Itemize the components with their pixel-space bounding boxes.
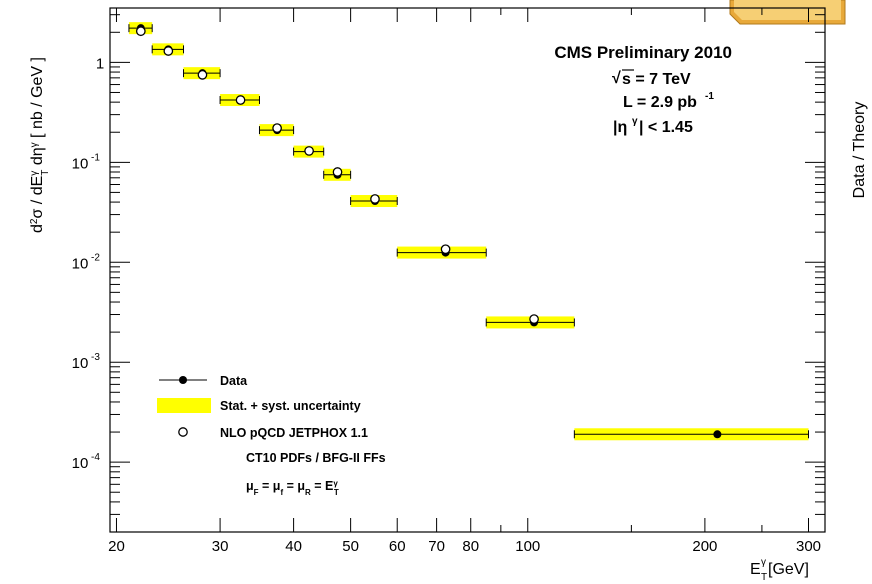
info-lumi: L = 2.9 pb -1 — [623, 91, 714, 111]
svg-text:-1: -1 — [705, 91, 714, 102]
theory-point — [235, 95, 246, 105]
data-point — [713, 430, 722, 439]
y-tick-exponent: -1 — [91, 152, 100, 163]
plot-frame — [109, 7, 826, 533]
theory-point — [304, 146, 314, 156]
y-tick-exponent: -4 — [91, 452, 100, 463]
info-eta: |η γ | < 1.45 — [613, 116, 693, 136]
svg-text:| < 1.45: | < 1.45 — [639, 119, 693, 136]
svg-text:s = 7 TeV: s = 7 TeV — [622, 71, 691, 88]
y-tick-label: 10 — [72, 155, 89, 172]
x-tick-label: 200 — [692, 538, 717, 555]
x-tick-label: 80 — [462, 538, 479, 555]
plot-frame-box — [109, 7, 826, 533]
info-title: CMS Preliminary 2010 — [554, 43, 732, 62]
svg-text:|η: |η — [613, 119, 627, 136]
x-tick-label: 40 — [285, 538, 302, 555]
legend-pdf: CT10 PDFs / BFG-II FFs — [246, 451, 386, 465]
theory-point — [197, 70, 208, 80]
y-tick-label: 10 — [72, 255, 89, 272]
svg-text:γ: γ — [761, 557, 766, 568]
x-tick-label: 50 — [342, 538, 359, 555]
theory-point — [332, 167, 343, 177]
x-tick-label: 20 — [108, 538, 125, 555]
svg-text:Stat. + syst. uncertainty: Stat. + syst. uncertainty — [220, 399, 361, 413]
right-axis-title: Data / Theory — [851, 102, 868, 199]
legend: Data Stat. + syst. uncertainty NLO pQCD … — [157, 374, 386, 497]
svg-text:Data: Data — [220, 374, 248, 388]
legend-scale: μF = μf = μR = Eγ T — [246, 479, 339, 497]
cms-badge-icon — [729, 0, 846, 25]
svg-text:L = 2.9 pb: L = 2.9 pb — [623, 94, 697, 111]
info-energy: √ s = 7 TeV — [612, 69, 691, 88]
y-tick-label: 10 — [72, 355, 89, 372]
theory-point — [272, 123, 282, 133]
x-tick-label: 100 — [515, 538, 540, 555]
svg-text:E: E — [750, 561, 761, 578]
x-tick-label: 60 — [389, 538, 406, 555]
y-tick-label: 10 — [72, 455, 89, 472]
y-tick-exponent: -2 — [91, 252, 100, 263]
x-tick-label: 300 — [796, 538, 821, 555]
svg-text:γ: γ — [632, 116, 638, 127]
theory-series — [135, 26, 539, 324]
theory-point — [370, 194, 380, 204]
x-axis-title: E γ T [GeV] — [750, 557, 809, 583]
svg-text:T: T — [761, 572, 767, 583]
theory-point — [440, 244, 451, 255]
theory-point — [163, 46, 174, 56]
svg-text:NLO pQCD JETPHOX 1.1: NLO pQCD JETPHOX 1.1 — [220, 426, 368, 440]
x-tick-label: 70 — [428, 538, 445, 555]
svg-text:μF = μf = μR = EγT: μF = μf = μR = Eγ T — [246, 479, 339, 497]
svg-text:[GeV]: [GeV] — [768, 561, 809, 578]
info-block: CMS Preliminary 2010 √ s = 7 TeV L = 2.9… — [554, 43, 732, 136]
theory-point — [135, 26, 146, 37]
y-tick-label: 1 — [96, 55, 104, 72]
svg-text:√: √ — [612, 70, 621, 87]
legend-data: Data — [159, 374, 248, 388]
y-axis-title: d2σ / dEγT dηγ [ nb / GeV ] — [29, 57, 51, 233]
legend-band: Stat. + syst. uncertainty — [157, 398, 361, 413]
theory-point — [529, 314, 539, 324]
y-tick-exponent: -3 — [91, 352, 100, 363]
legend-theory: NLO pQCD JETPHOX 1.1 — [178, 426, 368, 440]
x-tick-label: 30 — [212, 538, 229, 555]
